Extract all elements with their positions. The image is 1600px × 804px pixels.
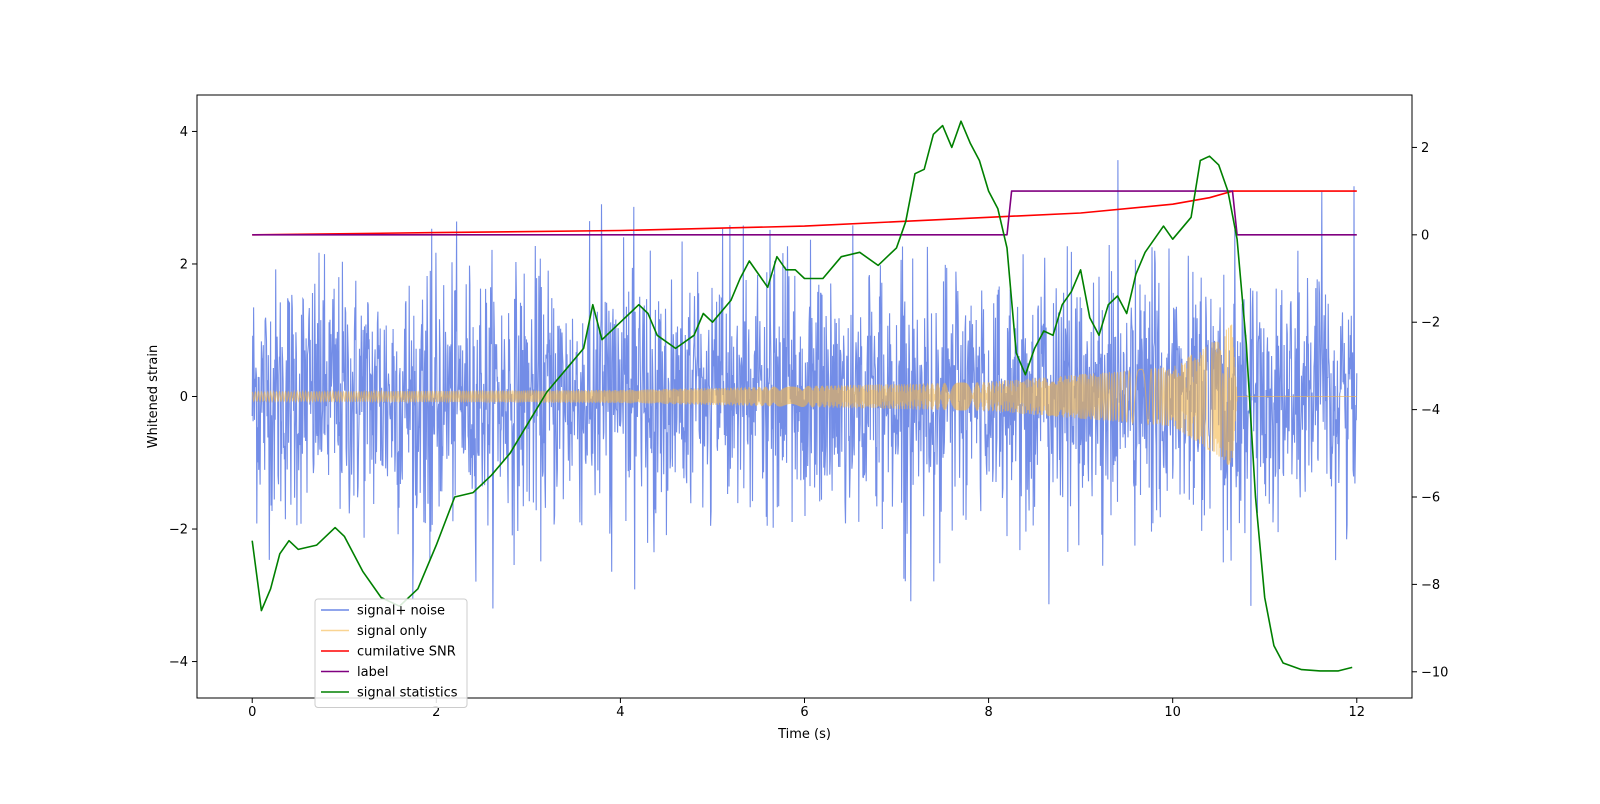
x-tick-label: 12 <box>1348 705 1365 720</box>
y-right-tick-label: −2 <box>1421 316 1440 331</box>
legend-box <box>314 598 468 708</box>
y-tick-label: −2 <box>169 523 188 538</box>
legend-entry-label: label <box>357 665 388 680</box>
plot-area <box>251 120 1358 672</box>
x-tick-label: 4 <box>616 705 624 720</box>
series-line-label <box>252 190 1357 236</box>
y-axis-left: −4 −2 0 2 4 <box>169 125 197 670</box>
y-tick-label: 0 <box>180 390 188 405</box>
x-tick-label: 0 <box>248 705 256 720</box>
legend: signal+ noise signal only cumilative SNR la… <box>314 598 468 708</box>
y-right-tick-label: −8 <box>1421 578 1440 593</box>
y-right-tick-label: −10 <box>1421 665 1448 680</box>
series-line-cumilative-snr <box>252 190 1357 236</box>
y-right-tick-label: −4 <box>1421 403 1440 418</box>
legend-entry-label: cumilative SNR <box>357 645 456 660</box>
legend-entry-label: signal statistics <box>357 686 458 701</box>
x-tick-label: 2 <box>432 705 440 720</box>
y-axis-label: Whitened strain <box>146 345 161 448</box>
y-axis-right: −10 −8 −6 −4 −2 0 2 <box>1412 141 1448 680</box>
legend-entry-label: signal only <box>357 624 427 639</box>
y-tick-label: 2 <box>180 257 188 272</box>
y-tick-label: −4 <box>169 655 188 670</box>
y-tick-label: 4 <box>180 125 188 140</box>
x-tick-label: 8 <box>984 705 992 720</box>
y-right-tick-label: −6 <box>1421 491 1440 506</box>
x-axis-label: Time (s) <box>777 727 831 742</box>
legend-entry-label: signal+ noise <box>357 604 445 619</box>
y-right-tick-label: 2 <box>1421 141 1429 156</box>
series-line-signal-statistics <box>251 120 1353 672</box>
y-right-tick-label: 0 <box>1421 228 1429 243</box>
series-line-signal-only <box>251 324 1357 465</box>
x-tick-label: 6 <box>800 705 808 720</box>
x-tick-label: 10 <box>1164 705 1181 720</box>
